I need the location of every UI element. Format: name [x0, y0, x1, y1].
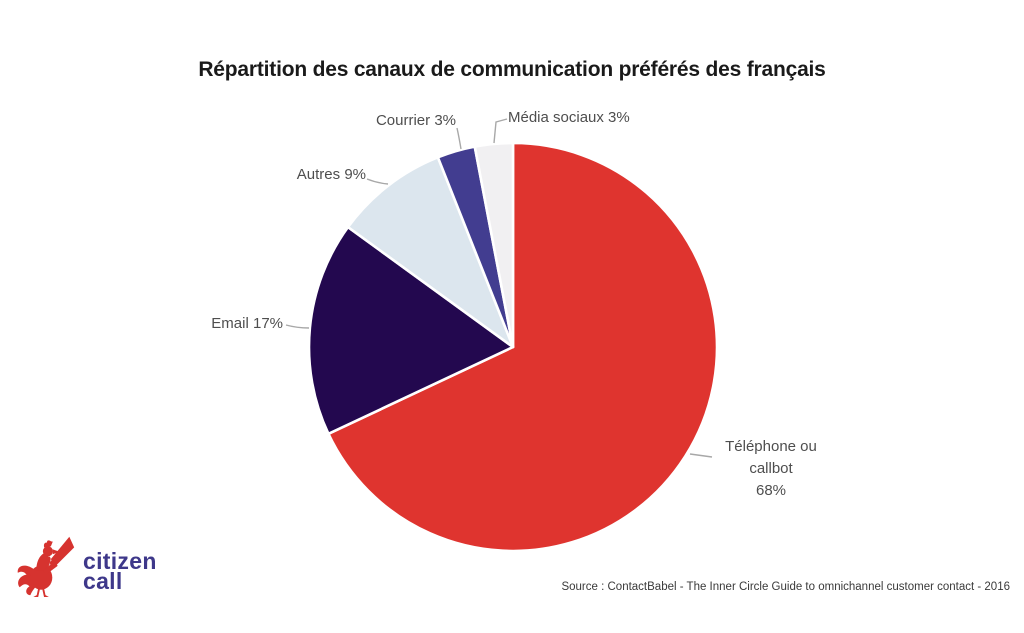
slice-label-autres: Autres 9%: [296, 166, 366, 183]
chart-title: Répartition des canaux de communication …: [198, 58, 826, 81]
slice-label-telephone-pct: 68%: [755, 482, 787, 499]
source-attribution: Source : ContactBabel - The Inner Circle…: [561, 581, 1010, 593]
logo-text-line1: citizen: [83, 548, 157, 574]
slice-label-email: Email 17%: [211, 315, 283, 332]
leader-line-media-sociaux: [493, 118, 508, 144]
rooster-megaphone-icon: [17, 536, 75, 598]
slice-label-telephone-name: Téléphone ou callbot: [725, 438, 817, 477]
pie-slice-telephone: [327, 141, 719, 553]
leader-line-autres: [366, 178, 389, 185]
slice-label-media-sociaux: Média sociaux 3%: [508, 109, 630, 126]
leader-line-courrier: [456, 127, 462, 150]
pie-slice-media-sociaux: [473, 141, 515, 349]
slice-label-courrier: Courrier 3%: [375, 112, 456, 129]
logo-wordmark: citizen call: [83, 548, 157, 594]
citizen-call-logo: citizen call: [14, 526, 157, 598]
pie-slice-autres: [346, 156, 515, 349]
pie-slice-email: [307, 225, 515, 436]
logo-text-line2: call: [83, 568, 123, 594]
slice-label-telephone: Téléphone ou callbot 68%: [708, 436, 834, 502]
leader-line-email: [285, 324, 310, 329]
leader-line-telephone: [689, 453, 713, 458]
